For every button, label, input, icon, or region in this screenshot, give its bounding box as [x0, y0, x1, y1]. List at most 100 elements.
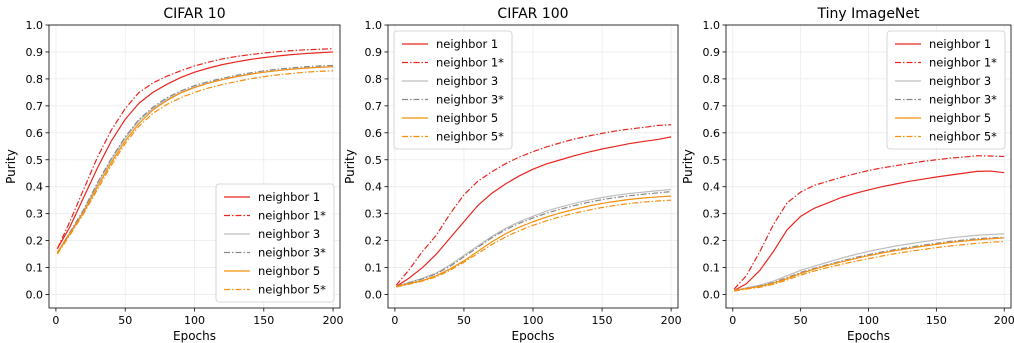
panel-cifar10: 0.0 0.1 0.2 0.3 0.4 0.5 0.6 0.7 0.8 0.9 1.0 0 50 100 1… — [4, 6, 344, 343]
y-axis-label: Purity — [343, 149, 357, 184]
x-tick-label: 100 — [523, 314, 544, 327]
series-line-neighbor-3-star — [56, 64, 334, 254]
legend-label: neighbor 1* — [929, 56, 997, 70]
legend-box — [393, 30, 513, 150]
legend-label: neighbor 3* — [258, 246, 326, 260]
y-tick-label: 0.3 — [703, 208, 721, 221]
y-tick-label: 1.0 — [365, 19, 383, 32]
y-tick-label: 0.0 — [703, 289, 721, 302]
legend-label: neighbor 3* — [436, 93, 504, 107]
y-axis-label: Purity — [4, 149, 18, 184]
y-tick-label: 1.0 — [703, 19, 721, 32]
y-tick-label: 0.7 — [26, 100, 44, 113]
y-tick-label: 0.8 — [365, 73, 383, 86]
y-tick-label: 0.2 — [26, 235, 44, 248]
y-tick-label: 0.4 — [365, 181, 383, 194]
panel-tiny-imagenet: 0.0 0.1 0.2 0.3 0.4 0.5 0.6 0.7 0.8 0.9 1.0 0 50 100 1… — [681, 6, 1014, 343]
series-line-neighbor-1 — [733, 170, 1005, 292]
series-line-neighbor-5 — [56, 66, 334, 254]
series-line-neighbor-5-star — [396, 199, 672, 288]
series-line-neighbor-5 — [734, 237, 1005, 292]
series-line-neighbor-1-star — [733, 155, 1005, 290]
y-tick-label: 0.3 — [365, 208, 383, 221]
series-line-neighbor-1 — [395, 136, 672, 287]
legend-label: neighbor 5 — [929, 111, 991, 125]
legend-label: neighbor 1 — [258, 190, 320, 204]
y-tick-label: 0.5 — [703, 154, 721, 167]
x-axis-label: Epochs — [173, 329, 216, 343]
y-tick-label: 0.5 — [26, 154, 44, 167]
series-line-neighbor-3-star — [396, 190, 672, 288]
legend: neighbor 1 neighbor 1* neighbor 3 neighbor … — [215, 183, 335, 303]
legend: neighbor 1 neighbor 1* neighbor 3 neighbor … — [393, 30, 513, 150]
y-tick-label: 0.1 — [26, 262, 44, 275]
series-line-neighbor-5 — [396, 195, 672, 288]
legend-label: neighbor 3 — [258, 227, 320, 241]
legend-box — [215, 183, 335, 303]
y-tick-label: 0.2 — [703, 235, 721, 248]
x-tick-label: 150 — [926, 314, 947, 327]
y-tick-label: 1.0 — [26, 19, 44, 32]
legend-label: neighbor 5 — [258, 264, 320, 278]
series-line-neighbor-1-star — [395, 124, 672, 286]
y-tick-label: 0.9 — [365, 46, 383, 59]
y-tick-label: 0.4 — [26, 181, 44, 194]
x-tick-label: 50 — [118, 314, 132, 327]
x-tick-label: 100 — [184, 314, 205, 327]
y-tick-label: 0.5 — [365, 154, 383, 167]
series-line-neighbor-3 — [734, 233, 1005, 292]
legend-label: neighbor 5 — [436, 111, 498, 125]
x-tick-label: 200 — [994, 314, 1014, 327]
y-tick-label: 0.6 — [703, 127, 721, 140]
y-tick-label: 0.6 — [26, 127, 44, 140]
legend-label: neighbor 1 — [929, 37, 991, 51]
series-line-neighbor-3-star — [734, 236, 1005, 292]
y-tick-label: 0.1 — [365, 262, 383, 275]
y-tick-label: 0.0 — [365, 289, 383, 302]
y-tick-label: 0.8 — [703, 73, 721, 86]
y-tick-label: 0.7 — [703, 100, 721, 113]
y-tick-label: 0.8 — [26, 73, 44, 86]
x-tick-label: 0 — [729, 314, 736, 327]
y-tick-label: 0.1 — [703, 262, 721, 275]
panel-cifar100: 0.0 0.1 0.2 0.3 0.4 0.5 0.6 0.7 0.8 0.9 1.0 0 50 100 1… — [343, 6, 682, 343]
series-line-neighbor-5-star — [56, 70, 334, 255]
x-tick-label: 150 — [592, 314, 613, 327]
legend-box — [886, 30, 1006, 150]
y-tick-label: 0.4 — [703, 181, 721, 194]
y-tick-label: 0.9 — [26, 46, 44, 59]
y-tick-label: 0.9 — [703, 46, 721, 59]
x-tick-label: 50 — [457, 314, 471, 327]
y-tick-label: 0.2 — [365, 235, 383, 248]
chart-title: CIFAR 10 — [163, 6, 225, 22]
x-tick-label: 100 — [858, 314, 879, 327]
legend-label: neighbor 3 — [929, 74, 991, 88]
x-axis-label: Epochs — [512, 329, 555, 343]
series-line-neighbor-3 — [396, 188, 672, 288]
y-tick-label: 0.0 — [26, 289, 44, 302]
y-tick-label: 0.3 — [26, 208, 44, 221]
x-tick-label: 150 — [253, 314, 274, 327]
legend-label: neighbor 5* — [436, 130, 504, 144]
y-tick-label: 0.7 — [365, 100, 383, 113]
series-line-neighbor-1 — [56, 51, 334, 250]
x-axis-label: Epochs — [847, 329, 890, 343]
y-axis-label: Purity — [681, 149, 695, 184]
x-tick-label: 50 — [794, 314, 808, 327]
chart-title: Tiny ImageNet — [816, 6, 920, 22]
legend-label: neighbor 1* — [258, 209, 326, 223]
legend-label: neighbor 5* — [929, 130, 997, 144]
legend-label: neighbor 1 — [436, 37, 498, 51]
chart-title: CIFAR 100 — [497, 6, 568, 22]
legend-label: neighbor 1* — [436, 56, 504, 70]
legend-label: neighbor 5* — [258, 283, 326, 297]
legend-label: neighbor 3 — [436, 74, 498, 88]
x-tick-label: 200 — [661, 314, 682, 327]
legend-label: neighbor 3* — [929, 93, 997, 107]
legend: neighbor 1 neighbor 1* neighbor 3 neighbor … — [886, 30, 1006, 150]
y-tick-label: 0.6 — [365, 127, 383, 140]
x-tick-label: 0 — [52, 314, 59, 327]
x-tick-label: 200 — [323, 314, 344, 327]
x-tick-label: 0 — [391, 314, 398, 327]
